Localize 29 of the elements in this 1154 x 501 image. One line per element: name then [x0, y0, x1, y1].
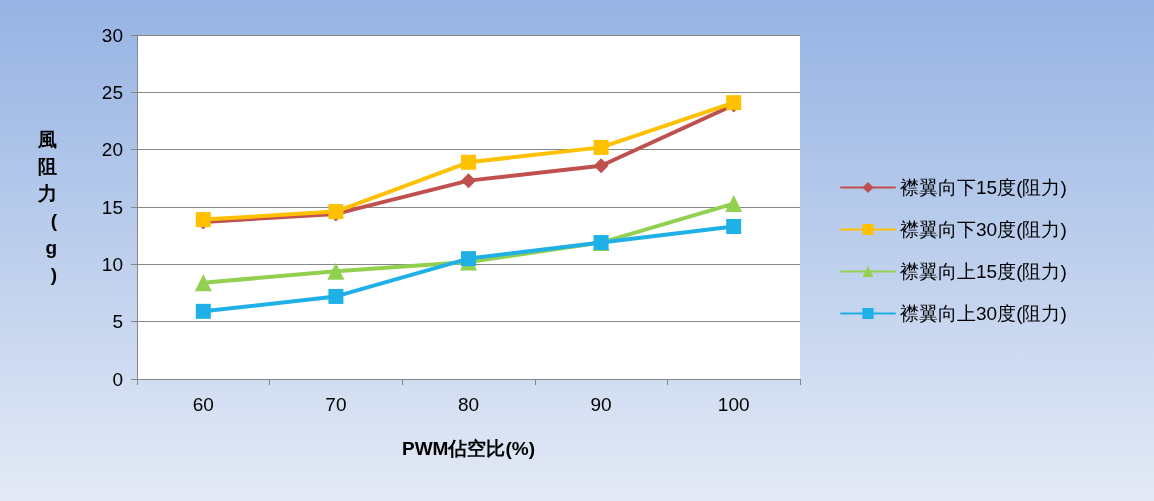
legend-label: 襟翼向下30度(阻力) — [900, 219, 1067, 240]
x-tick-label: 60 — [192, 394, 214, 415]
point — [461, 251, 476, 267]
y-tick-label: 30 — [101, 24, 123, 46]
legend-label: 襟翼向上30度(阻力) — [900, 303, 1067, 324]
point — [195, 303, 211, 319]
y-tick-label: 10 — [101, 253, 123, 275]
point — [725, 195, 743, 213]
y-tick-label: 0 — [112, 368, 123, 390]
point — [726, 218, 742, 234]
x-tick-label: 90 — [590, 394, 612, 415]
y-tick-label: 25 — [101, 81, 123, 103]
y-tick-label: 5 — [112, 311, 123, 333]
x-tick-label: 100 — [717, 394, 750, 415]
x-axis-title: PWM佔空比(%) — [402, 438, 535, 459]
y-axis-title: 風阻力(g) — [37, 129, 58, 285]
legend-label: 襟翼向下15度(阻力) — [900, 177, 1067, 198]
point — [593, 139, 609, 155]
point — [328, 288, 344, 304]
point — [593, 158, 609, 174]
legend-label: 襟翼向上15度(阻力) — [900, 261, 1067, 282]
x-tick-label: 70 — [325, 394, 347, 415]
point — [194, 274, 212, 292]
x-tick-label: 80 — [457, 394, 480, 415]
point — [461, 173, 476, 189]
y-tick-label: 15 — [101, 196, 123, 218]
point — [327, 262, 345, 280]
y-tick-label: 20 — [101, 139, 123, 161]
point — [461, 154, 476, 170]
